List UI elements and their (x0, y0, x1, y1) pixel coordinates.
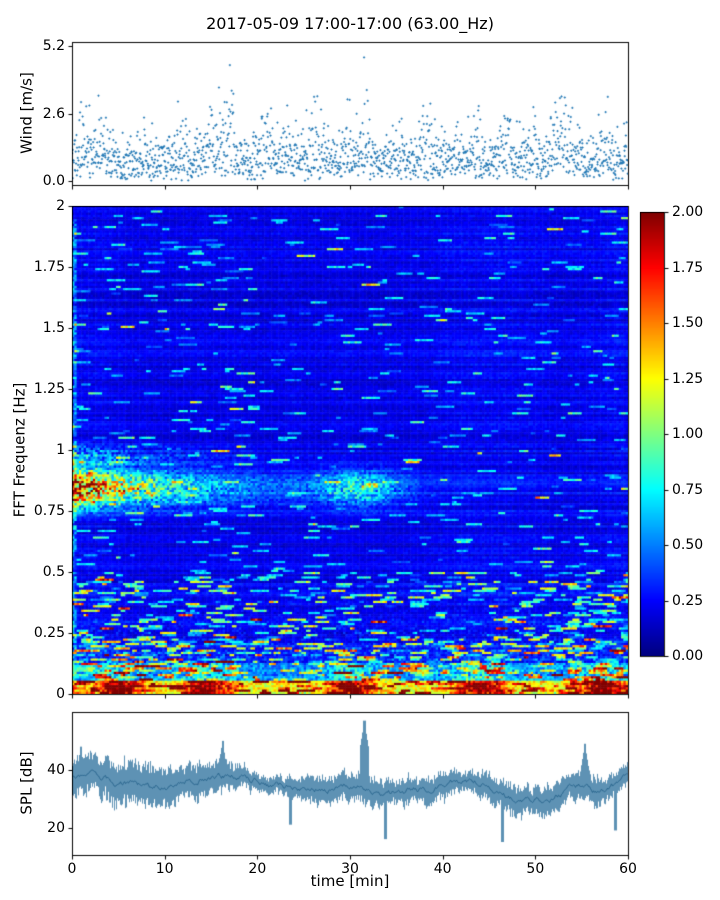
colorbar-tick-label: 0.50 (672, 537, 704, 553)
x-tick-label: 10 (155, 861, 174, 877)
x-tick-label: 40 (433, 861, 452, 877)
x-tick-label: 60 (619, 861, 637, 877)
wind-ytick-label: 5.2 (42, 38, 65, 54)
colorbar-tick-label: 1.00 (672, 426, 704, 442)
spl-line-plot (72, 712, 628, 855)
colorbar-tick-label: 0.75 (672, 482, 704, 498)
fft-ytick-label: 1 (56, 442, 65, 458)
wind-ytick-label: 0.0 (42, 173, 65, 189)
fft-ytick-label: 1.5 (42, 320, 65, 336)
colorbar-tick-label: 2.00 (672, 204, 704, 220)
spl-ytick-label: 20 (47, 820, 65, 836)
colorbar-tick-label: 1.50 (672, 315, 704, 331)
wind-scatter-plot (72, 42, 628, 185)
x-axis-label: time [min] (310, 872, 390, 890)
colorbar-tick-label: 0.25 (672, 593, 704, 609)
wind-ytick-label: 2.6 (42, 106, 65, 122)
wind-y-axis-label: Wind [m/s] (17, 72, 36, 154)
colorbar-tick-label: 1.25 (672, 371, 704, 387)
fft-ytick-label: 0.5 (42, 564, 65, 580)
figure-title: 2017-05-09 17:00-17:00 (63.00_Hz) (206, 14, 494, 33)
fft-ytick-label: 0.75 (33, 503, 65, 519)
x-tick-label: 0 (67, 861, 77, 877)
fft-ytick-label: 0.25 (33, 625, 65, 641)
fft-y-axis-label: FFT Frequenz [Hz] (10, 382, 29, 518)
fft-ytick-label: 2 (56, 198, 65, 214)
x-tick-label: 30 (341, 861, 359, 877)
fft-ytick-label: 1.75 (33, 259, 65, 275)
colorbar (640, 212, 664, 656)
spl-y-axis-label: SPL [dB] (17, 751, 36, 815)
colorbar-tick-label: 1.75 (672, 260, 704, 276)
colorbar-tick-label: 0.00 (672, 648, 704, 664)
fft-ytick-label: 0 (56, 686, 65, 702)
fft-ytick-label: 1.25 (33, 381, 65, 397)
x-tick-label: 50 (526, 861, 545, 877)
spl-ytick-label: 40 (47, 762, 65, 778)
x-tick-label: 20 (248, 861, 267, 877)
fft-spectrogram-plot (72, 206, 628, 694)
